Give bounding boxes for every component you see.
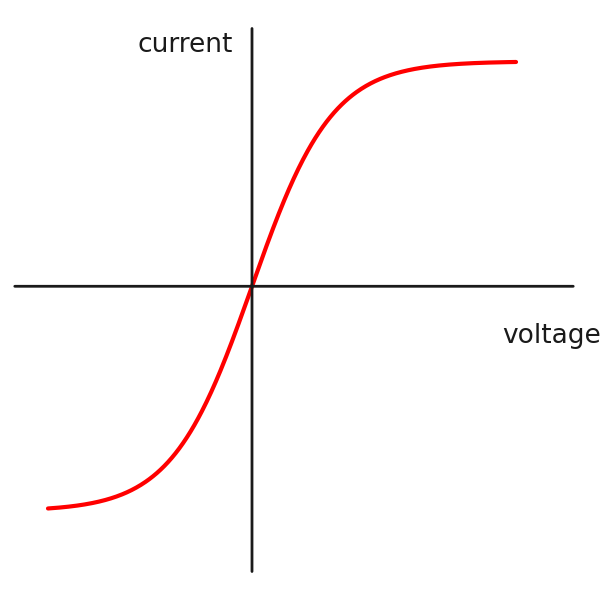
Text: current: current xyxy=(137,32,232,58)
Text: voltage: voltage xyxy=(503,323,600,349)
